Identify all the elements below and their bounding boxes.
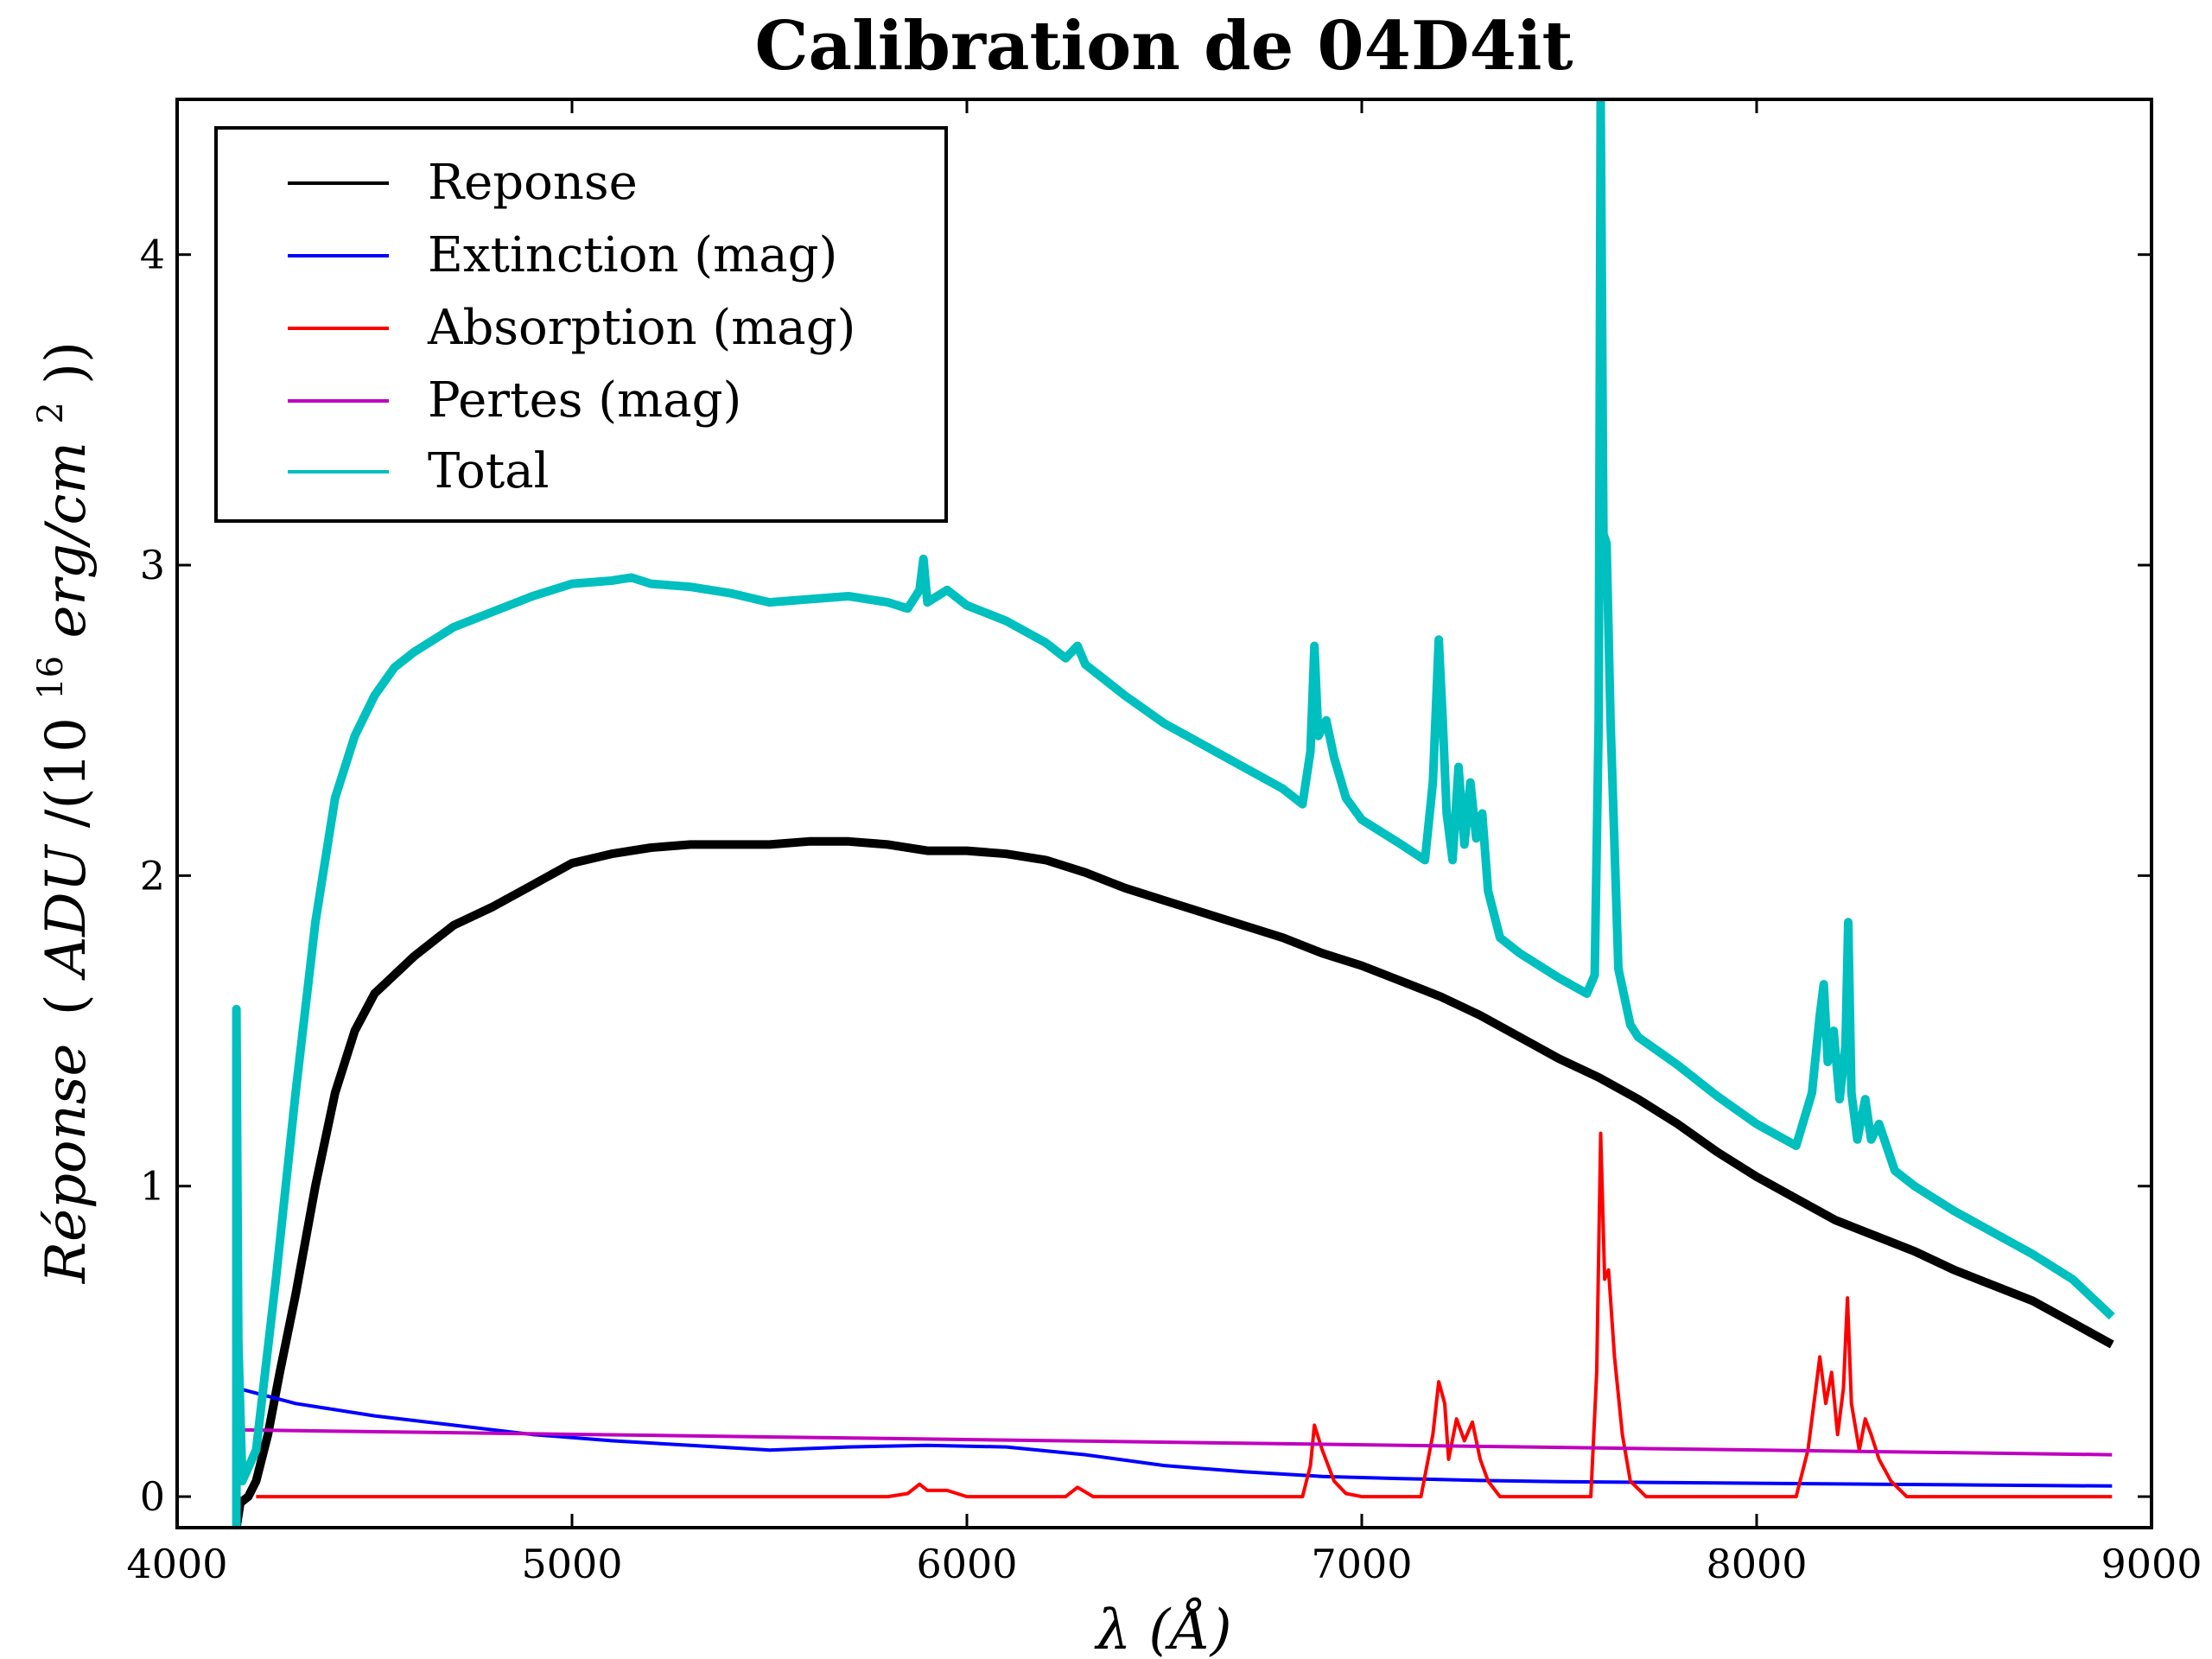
y-label-part-open: ( xyxy=(35,994,99,1015)
legend-label-pertes: Pertes (mag) xyxy=(428,372,741,429)
y-label-part-ten: /(10 xyxy=(35,717,99,828)
x-axis-label: λ (Å) xyxy=(1093,1598,1231,1659)
x-tick-label: 5000 xyxy=(521,1541,622,1587)
y-label-part-adu: ADU xyxy=(35,843,99,981)
y-tick-label: 0 xyxy=(140,1473,165,1520)
series-line-reponse xyxy=(232,836,2114,1528)
x-tick-label: 4000 xyxy=(126,1541,227,1587)
legend-label-extinction: Extinction (mag) xyxy=(428,227,837,283)
y-axis-label: Réponse ( ADU /(10 16 erg/cm 2 )) xyxy=(12,341,99,1284)
series-line-pertes-mag xyxy=(236,1427,2113,1457)
plot-frame xyxy=(175,98,2153,1529)
x-tick-label: 9000 xyxy=(2101,1541,2202,1587)
legend-label-absorption: Absorption (mag) xyxy=(427,300,855,356)
legend-label-reponse: Reponse xyxy=(428,155,638,211)
series-line-total xyxy=(232,99,2115,1528)
y-label-part-close: )) xyxy=(35,341,99,385)
series-line-absorption-mag xyxy=(256,1131,2113,1499)
chart-title: Calibration de 04D4it xyxy=(754,7,1573,86)
y-label-part-sup16: 16 xyxy=(31,656,71,700)
legend: Reponse Extinction (mag) Absorption (mag… xyxy=(214,126,948,523)
series-layer xyxy=(232,99,2115,1528)
y-label-part-sup2: 2 xyxy=(31,402,71,423)
y-label-part-reponse: Réponse xyxy=(35,1044,99,1285)
legend-label-total: Total xyxy=(428,443,550,499)
y-tick-label: 1 xyxy=(140,1163,165,1210)
y-tick-label: 2 xyxy=(140,852,165,899)
x-tick-label: 8000 xyxy=(1706,1541,1807,1587)
series-line-extinction-mag xyxy=(236,1386,2113,1488)
x-tick-label: 7000 xyxy=(1311,1541,1412,1587)
y-tick-label: 3 xyxy=(140,542,165,588)
legend-box xyxy=(214,126,948,523)
tick-layer: 4000 5000 6000 7000 8000 9000 0 1 2 3 4 xyxy=(126,99,2202,1587)
y-label-part-ergcm: erg/cm xyxy=(35,442,99,639)
x-tick-label: 6000 xyxy=(916,1541,1017,1587)
y-tick-label: 4 xyxy=(140,232,165,278)
